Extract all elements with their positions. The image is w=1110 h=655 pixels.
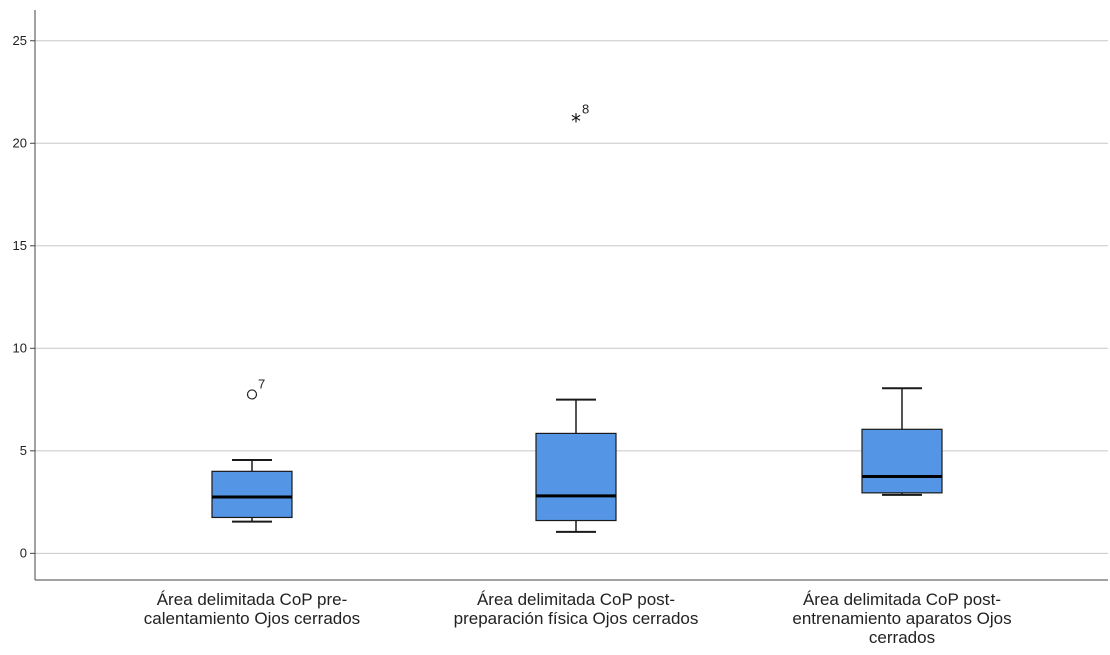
y-tick-label: 10 [13,340,27,355]
category-label-line: Área delimitada CoP post- [477,590,675,609]
outlier-circle-marker [246,389,258,400]
iqr-box [535,432,617,522]
category-label-line: calentamiento Ojos cerrados [144,609,360,628]
category-label-line: Área delimitada CoP pre- [157,590,348,609]
boxes: 7 *8 [211,102,943,533]
box-group [211,459,293,523]
y-tick-label: 0 [20,545,27,560]
category-label-line: cerrados [869,628,935,647]
y-tick-label: 15 [13,238,27,253]
outlier-star-marker: * [571,110,581,134]
category-label-line: preparación física Ojos cerrados [454,609,699,628]
category-label-line: entrenamiento aparatos Ojos [792,609,1011,628]
y-tick-label: 5 [20,443,27,458]
axes: 0 5 10 15 20 25 [13,10,1108,581]
y-tick-label: 20 [13,135,27,150]
category-label-line: Área delimitada CoP post- [803,590,1001,609]
box-group [861,387,943,496]
iqr-box [861,428,943,494]
y-tick-label: 25 [13,33,27,48]
iqr-box [211,470,293,519]
gridlines [35,40,1108,554]
box-group [535,398,617,533]
category-labels: Área delimitada CoP pre-calentamiento Oj… [144,590,1012,647]
outlier-label: 8 [582,102,589,117]
outlier-label: 7 [258,376,265,391]
